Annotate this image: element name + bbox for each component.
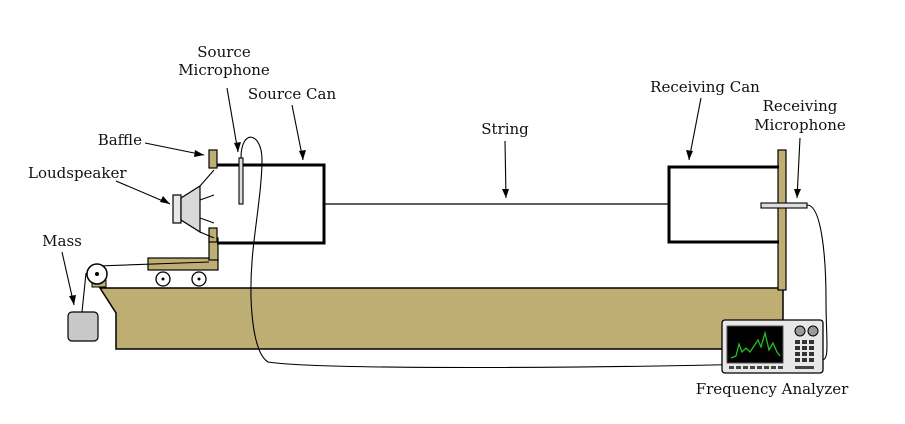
mass-rope <box>81 261 210 313</box>
analyzer-buttons <box>729 366 814 369</box>
leader-arrows <box>61 87 801 306</box>
loudspeaker <box>172 169 215 239</box>
baffle-top <box>208 149 218 169</box>
receiving-post <box>777 149 787 291</box>
label-mass: Mass <box>42 232 82 250</box>
base-platform <box>98 287 784 350</box>
label-receiving-can: Receiving Can <box>650 78 760 96</box>
source-can <box>217 163 326 245</box>
label-source-microphone-2: Microphone <box>178 61 270 79</box>
analyzer-keypad <box>795 340 814 362</box>
source-mic-cable <box>240 136 765 369</box>
label-receiving-microphone-1: Receiving <box>763 97 838 115</box>
label-source-can: Source Can <box>248 85 337 103</box>
label-baffle: Baffle <box>98 131 142 149</box>
analyzer-trace <box>730 330 781 359</box>
label-receiving-microphone-2: Microphone <box>754 116 846 134</box>
receiving-mic-cable <box>806 204 828 361</box>
baffle-bottom <box>208 227 218 243</box>
label-loudspeaker: Loudspeaker <box>28 164 127 182</box>
label-frequency-analyzer: Frequency Analyzer <box>696 380 849 398</box>
label-source-microphone-1: Source <box>197 43 251 61</box>
frequency-analyzer <box>721 319 824 374</box>
arrowheads <box>69 142 801 305</box>
label-string: String <box>481 120 529 138</box>
receiving-microphone <box>760 202 808 209</box>
source-microphone <box>238 157 244 205</box>
mass-block <box>67 311 99 342</box>
